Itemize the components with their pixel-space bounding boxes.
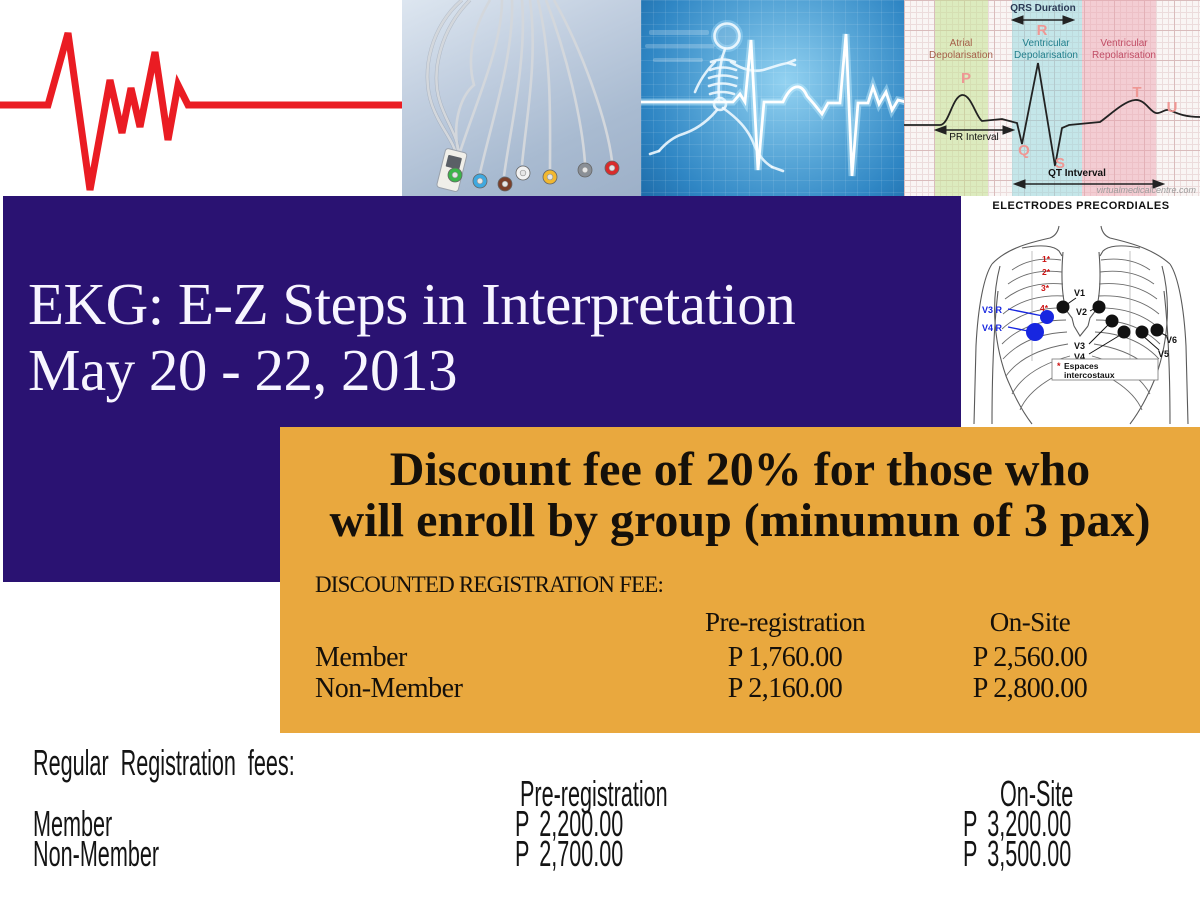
ventricular-repolarisation-band [1082,0,1156,196]
v5-label: V5 [1158,349,1169,359]
lead-wire [426,0,463,159]
regular-nonmember-onsite: P 3,500.00 [963,833,1072,874]
discount-headline: Discount fee of 20% for those who will e… [280,427,1200,546]
electrode-v4r [1026,323,1044,341]
u-wave-label: U [1166,99,1178,116]
atrial-depolarisation-label: Atrial Depolarisation [929,38,993,61]
lead-wire [453,0,504,169]
regular-member-label: Member [33,803,113,844]
v5-pointer [1142,335,1160,351]
ecg-curve [904,62,1200,167]
legend-line1: Espaces [1064,361,1099,371]
v4-pointer [1088,333,1123,355]
precordial-electrodes-diagram: ELECTRODES PRECORDIALES [962,196,1200,427]
electrode-v3r [1040,310,1054,324]
discounted-fee-title: DISCOUNTED REGISTRATION FEE: [315,572,664,597]
lead-wire [454,0,492,151]
regular-member-onsite: P 3,200.00 [963,803,1072,844]
ecg-leads-illustration [425,0,620,192]
discount-nonmember-pre: P 2,160.00 [727,673,843,704]
v4r-label: V4 R [982,323,1003,333]
heartbeat-line-image [0,0,402,196]
ventricular-repolarisation-label: Ventricular Repolarisation [1092,38,1156,61]
ecg-waveform-trace [904,15,1200,189]
discount-headline-line1: Discount fee of 20% for those who [389,443,1091,496]
chest-diagram: V1 V2 V3 V4 V5 V6 V3 R V4 R 1* 2* 3* 4* … [973,225,1189,425]
regular-fees-title: Regular Registration fees: [33,742,295,783]
discount-panel: Discount fee of 20% for those who will e… [280,427,1200,733]
electrode-v3 [1105,314,1119,328]
lead-wire [552,0,614,162]
skeleton-runner [648,22,797,173]
precordial-title: ELECTRODES PRECORDIALES [992,200,1170,212]
electrode-v1 [1056,300,1070,314]
regular-nonmember-label: Non-Member [33,833,160,874]
heartbeat-line-icon [0,32,402,191]
electrode-v2 [1092,300,1106,314]
v3r-label: V3 R [982,305,1003,315]
v4r-pointer [1007,326,1029,332]
v1-label: V1 [1074,288,1085,298]
v6-label: V6 [1166,335,1177,345]
electrode-v6 [1150,323,1164,337]
v2-label: V2 [1076,307,1087,317]
discount-member-onsite: P 2,560.00 [972,642,1088,673]
regular-col-preregistration: Pre-registration [520,773,668,814]
qt-interval-label: QT Intverval [1048,168,1106,179]
ecg-waveform-diagram: QRS Duration Atrial Depolarisation Ventri… [904,0,1200,196]
runner-ecg-image [639,0,907,196]
lead-wire [478,0,514,174]
regular-member-pre: P 2,200.00 [515,803,624,844]
legend-box: * Espaces intercostaux [1051,358,1159,381]
discount-table-header: Pre-registration On-Site [315,608,1200,636]
lead-wire [544,0,587,164]
intercostal-space-1: 1* [1042,254,1051,264]
s-wave-label: S [1054,155,1066,172]
intercostal-space-3: 3* [1041,283,1050,293]
ecg-leads-photo [402,0,641,196]
t-wave-label: T [1132,84,1142,101]
intercostal-space-4: 4* [1040,303,1049,313]
regular-nonmember-pre: P 2,700.00 [515,833,624,874]
qrs-duration-label: QRS Duration [1010,3,1076,14]
electrode-v5 [1135,325,1149,339]
regular-fees-section: Regular Registration fees: Pre-registrat… [0,733,1200,900]
electrode-v4 [1117,325,1131,339]
discount-member-pre: P 1,760.00 [727,642,843,673]
watermark-text: virtualmedicalcentre.com [1096,185,1196,195]
discount-col-preregistration: Pre-registration [705,607,865,637]
legend-line2: intercostaux [1064,370,1115,380]
lead-wire [520,0,534,166]
ecg-trace [639,33,907,177]
discount-nonmember-label: Non-Member [315,673,463,704]
discount-col-onsite: On-Site [989,607,1071,637]
pr-interval-label: PR Interval [949,132,999,143]
discount-headline-line2: will enroll by group (minumun of 3 pax) [329,494,1151,547]
ventricular-depolarisation-band [1012,0,1082,196]
v3-label: V3 [1074,341,1085,351]
discount-nonmember-onsite: P 2,800.00 [972,673,1088,704]
legend-asterisk: * [1057,361,1061,371]
v4-label: V4 [1074,352,1085,362]
regular-col-onsite: On-Site [1000,773,1074,814]
v3-pointer [1088,322,1111,345]
poster-date: May 20 - 22, 2013 [28,337,458,403]
table-row: Non-Member P 2,160.00 P 2,800.00 [315,673,1200,704]
runner-skeleton-illustration [639,20,907,177]
q-wave-label: Q [1018,142,1030,159]
r-wave-label: R [1036,22,1048,39]
ventricular-depolarisation-label: Ventricular Depolarisation [1014,38,1078,61]
atrial-depolarisation-band [935,0,988,196]
runner-grid-overlay [641,0,904,196]
lead-wire [536,0,552,170]
lead-wire [435,0,471,156]
table-row: Member P 1,760.00 P 2,560.00 [315,642,1200,673]
discount-member-label: Member [315,642,407,673]
intercostal-space-2: 2* [1042,267,1051,277]
v3r-pointer [1007,308,1044,317]
poster-title: EKG: E-Z Steps in Interpretation [28,271,796,337]
p-wave-label: P [960,70,972,87]
lead-wire [502,0,525,177]
